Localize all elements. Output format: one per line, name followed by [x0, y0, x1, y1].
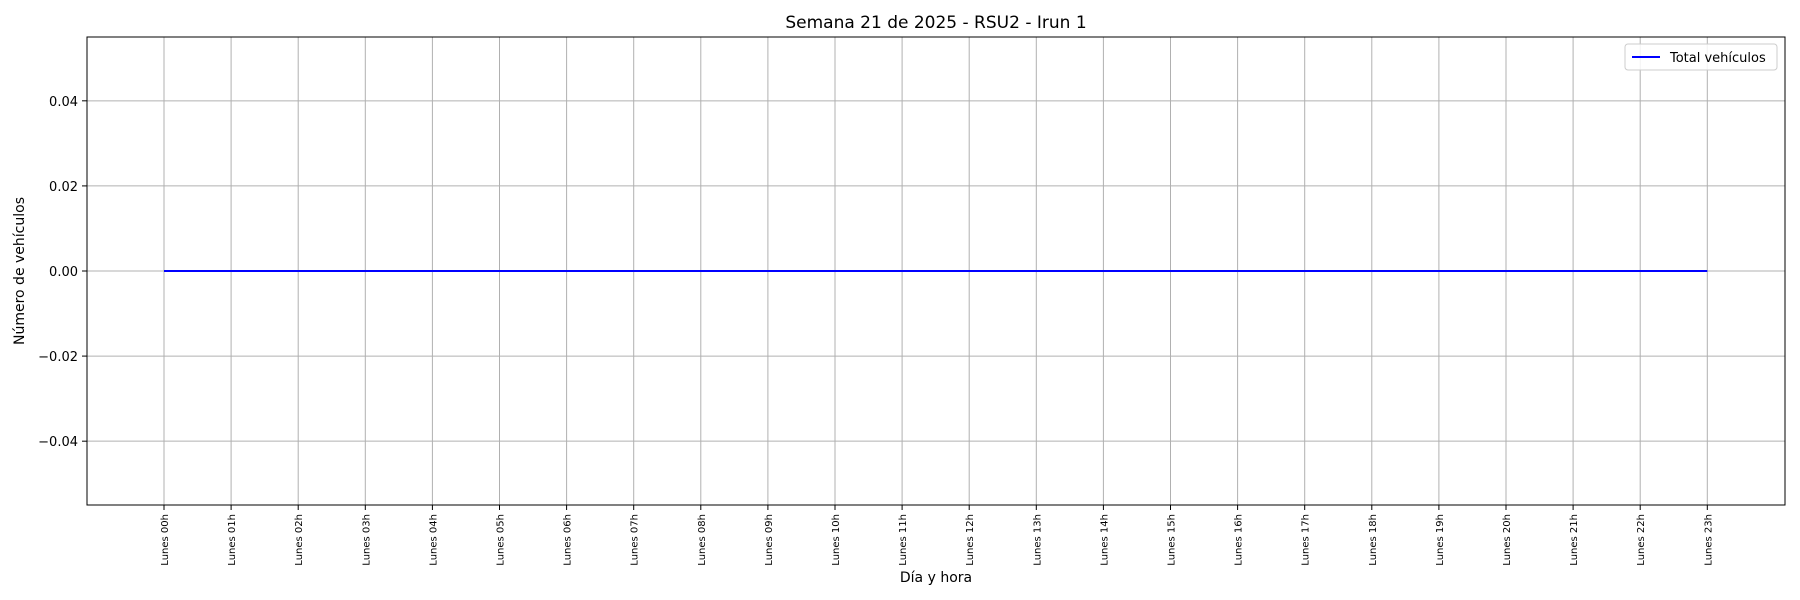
x-tick-label: Lunes 03h — [361, 514, 372, 566]
x-tick-label: Lunes 04h — [428, 514, 439, 566]
legend-box — [1624, 43, 1778, 71]
x-tick-label: Lunes 11h — [898, 514, 909, 566]
x-tick-label: Lunes 18h — [1368, 514, 1379, 566]
x-axis-label: Día y hora — [900, 570, 972, 586]
x-tick-label: Lunes 07h — [630, 514, 641, 566]
y-tick-label: 0.02 — [49, 180, 78, 195]
x-tick-label: Lunes 22h — [1636, 514, 1647, 566]
x-tick-label: Lunes 12h — [965, 514, 976, 566]
x-tick-label: Lunes 09h — [764, 514, 775, 566]
legend-label-total-vehiculos: Total vehículos — [1669, 51, 1766, 66]
x-tick-label: Lunes 17h — [1301, 514, 1312, 566]
x-tick-label: Lunes 08h — [697, 514, 708, 566]
x-tick-label: Lunes 05h — [496, 514, 507, 566]
x-tick-label: Lunes 00h — [160, 514, 171, 566]
y-axis-ticks: −0.04 −0.02 0.00 0.02 0.04 — [38, 95, 87, 450]
x-tick-label: Lunes 10h — [831, 514, 842, 566]
legend: Total vehículos — [1624, 43, 1778, 71]
x-tick-label: Lunes 14h — [1099, 514, 1110, 566]
x-tick-label: Lunes 01h — [227, 514, 238, 566]
y-tick-label: 0.00 — [49, 265, 78, 280]
chart-title: Semana 21 de 2025 - RSU2 - Irun 1 — [785, 13, 1086, 33]
x-tick-label: Lunes 23h — [1703, 514, 1714, 566]
x-tick-label: Lunes 02h — [294, 514, 305, 566]
x-tick-label: Lunes 16h — [1234, 514, 1245, 566]
x-tick-label: Lunes 06h — [563, 514, 574, 566]
x-axis-ticks: Lunes 00h Lunes 01h Lunes 02h Lunes 03h Lune… — [160, 505, 1714, 566]
x-tick-label: Lunes 20h — [1502, 514, 1513, 566]
x-tick-label: Lunes 19h — [1435, 514, 1446, 566]
y-axis-label: Número de vehículos — [12, 197, 28, 345]
x-tick-label: Lunes 13h — [1032, 514, 1043, 566]
y-tick-label: −0.02 — [38, 350, 78, 365]
x-tick-label: Lunes 21h — [1569, 514, 1580, 566]
x-tick-label: Lunes 15h — [1167, 514, 1178, 566]
y-tick-label: 0.04 — [49, 95, 78, 110]
y-tick-label: −0.04 — [38, 435, 78, 450]
